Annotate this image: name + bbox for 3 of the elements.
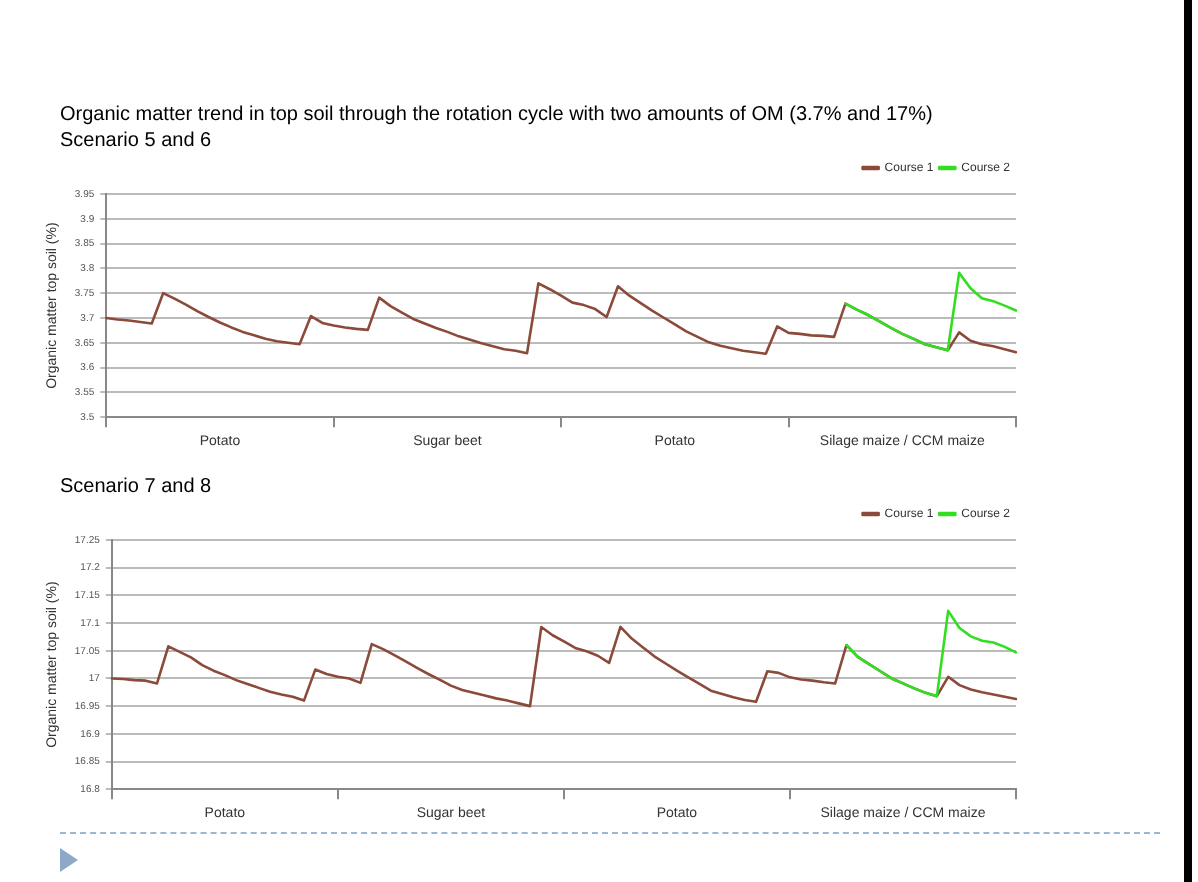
chart-title: Scenario 7 and 8 bbox=[60, 476, 212, 498]
chart-subtitle: Scenario 5 and 6 bbox=[60, 130, 212, 152]
chart-title: Organic matter trend in top soil through the rotation cycle with two amounts of OM (3.7% and 17%) bbox=[60, 104, 933, 126]
